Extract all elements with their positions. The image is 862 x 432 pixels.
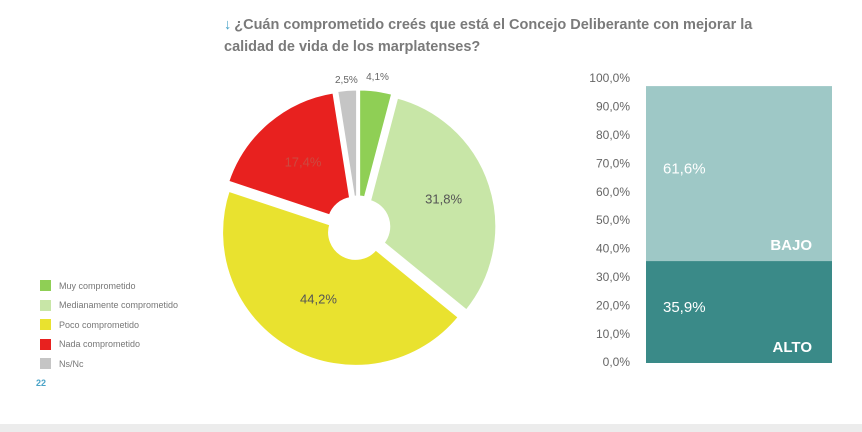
legend-swatch	[40, 319, 51, 331]
y-tick-label: 30,0%	[596, 270, 630, 284]
pie-data-label-muy-comprometido: 4,1%	[366, 72, 389, 83]
y-tick-label: 60,0%	[596, 185, 630, 199]
page-number: 22	[36, 378, 47, 388]
bar-segment-bajo	[646, 86, 832, 262]
legend-item-nada-comprometido: Nada comprometido	[40, 335, 178, 355]
pie-slice-medianamente-comprometido	[367, 95, 499, 314]
y-tick-label: 70,0%	[596, 156, 630, 170]
legend-label: Ns/Nc	[59, 358, 84, 369]
y-tick-label: 80,0%	[596, 128, 630, 142]
pie-legend: Muy comprometido Medianamente comprometid…	[40, 276, 178, 374]
bar-segment-alto	[646, 261, 832, 363]
y-tick-label: 50,0%	[596, 213, 630, 227]
legend-item-muy-comprometido: Muy comprometido	[40, 276, 178, 296]
pie-slice-muy-comprometido	[357, 87, 395, 200]
bar-segment-label-bajo: BAJO	[770, 237, 812, 254]
pie-data-label-poco-comprometido: 44,2%	[300, 291, 337, 306]
y-tick-label: 90,0%	[596, 100, 630, 114]
y-tick-label: 10,0%	[596, 327, 630, 341]
chart-title: ↓ ¿Cuán comprometido creés que está el Co…	[224, 14, 784, 58]
pie-data-label-nada-comprometido: 17,4%	[285, 155, 322, 170]
y-tick-label: 20,0%	[596, 298, 630, 312]
pie-slice-ns-nc	[334, 87, 360, 200]
legend-label: Medianamente comprometido	[59, 300, 179, 311]
legend-label: Muy comprometido	[59, 280, 136, 291]
y-tick-label: 0,0%	[603, 355, 631, 369]
legend-swatch	[40, 299, 51, 311]
bar-value-label-bajo: 61,6%	[663, 161, 706, 178]
legend-swatch	[40, 338, 51, 350]
y-tick-label: 100,0%	[589, 71, 630, 85]
pie-data-label-medianamente-comprometido: 31,8%	[425, 192, 462, 207]
chart-title-text: ¿Cuán comprometido creés que está el Con…	[224, 17, 753, 55]
y-tick-label: 40,0%	[596, 242, 630, 256]
legend-swatch	[40, 280, 51, 292]
legend-swatch	[40, 358, 51, 370]
legend-label: Poco comprometido	[59, 319, 140, 330]
pie-slice-poco-comprometido	[220, 188, 462, 368]
legend-item-poco-comprometido: Poco comprometido	[40, 315, 178, 335]
bar-value-label-alto: 35,9%	[663, 299, 706, 316]
pie-slice-nada-comprometido	[225, 90, 353, 218]
legend-item-medianamente-comprometido: Medianamente comprometido	[40, 296, 178, 316]
pie-data-label-ns-nc: 2,5%	[335, 75, 358, 86]
down-arrow-icon: ↓	[224, 17, 232, 33]
bottom-strip	[0, 424, 862, 432]
bar-segment-label-alto: ALTO	[773, 339, 813, 356]
legend-item-ns-nc: Ns/Nc	[40, 354, 178, 374]
legend-label: Nada comprometido	[59, 339, 141, 350]
